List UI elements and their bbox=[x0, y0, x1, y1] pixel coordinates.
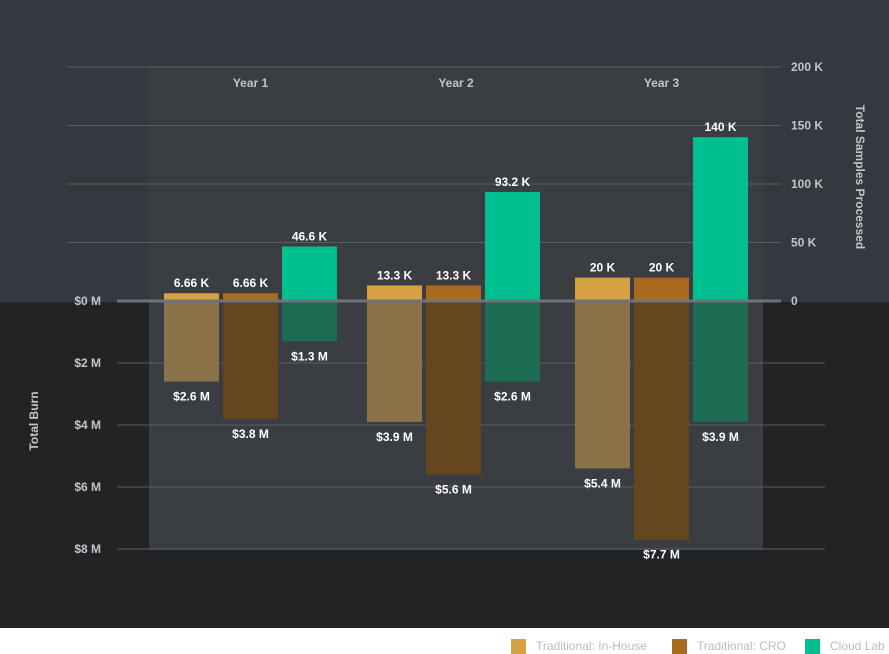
legend-label-cloud-lab: Cloud Lab bbox=[830, 639, 885, 653]
legend: Traditional: In-House Traditional: CRO C… bbox=[0, 628, 889, 654]
data-labels: 6.66 K $2.6 M 13.3 K $3.9 M 20 K $5.4 M 6.66 K… bbox=[173, 120, 739, 562]
bar-burn-cloud-lab-year-3[interactable] bbox=[693, 301, 748, 422]
bar-samples-cro-year-3[interactable] bbox=[634, 277, 689, 301]
legend-label-cro: Traditional: CRO bbox=[697, 639, 786, 653]
bar-burn-cro-year-1[interactable] bbox=[223, 301, 278, 419]
label-burn-cloud-lab-year-3: $3.9 M bbox=[702, 430, 739, 444]
tick-label-samples-2: 100 K bbox=[791, 177, 823, 191]
bar-burn-in-house-year-2[interactable] bbox=[367, 301, 422, 422]
bar-burn-cro-year-3[interactable] bbox=[634, 301, 689, 540]
label-burn-cro-year-2: $5.6 M bbox=[435, 483, 472, 497]
label-samples-cro-year-2: 13.3 K bbox=[436, 268, 472, 282]
bar-samples-cloud-lab-year-2[interactable] bbox=[485, 191, 540, 301]
gridlines bbox=[67, 66, 825, 550]
bar-samples-in-house-year-3[interactable] bbox=[575, 277, 630, 301]
tick-label-samples-4: 200 K bbox=[791, 60, 823, 74]
tick-label-burn-2: $4 M bbox=[74, 418, 101, 432]
bar-samples-cloud-lab-year-3[interactable] bbox=[693, 137, 748, 301]
category-label-year-3: Year 3 bbox=[644, 76, 680, 90]
tick-label-samples-0: 0 bbox=[791, 294, 798, 308]
bar-burn-in-house-year-1[interactable] bbox=[164, 301, 219, 382]
bar-samples-cro-year-1[interactable] bbox=[223, 293, 278, 301]
bar-burn-in-house-year-3[interactable] bbox=[575, 301, 630, 469]
legend-item-cloud-lab[interactable]: Cloud Lab bbox=[805, 638, 885, 654]
bar-samples-cloud-lab-year-1[interactable] bbox=[282, 246, 337, 301]
label-burn-in-house-year-1: $2.6 M bbox=[173, 390, 210, 404]
bar-burn-cloud-lab-year-1[interactable] bbox=[282, 301, 337, 342]
bars bbox=[164, 137, 748, 540]
category-label-year-2: Year 2 bbox=[438, 76, 474, 90]
category-labels: Year 1 Year 2 Year 3 bbox=[233, 76, 680, 90]
bar-burn-cloud-lab-year-2[interactable] bbox=[485, 301, 540, 382]
label-burn-cro-year-3: $7.7 M bbox=[643, 548, 680, 562]
tick-labels: 0 50 K 100 K 150 K 200 K $0 M $2 M $4 M $6 M $8 M bbox=[74, 60, 823, 556]
category-label-year-1: Year 1 bbox=[233, 76, 269, 90]
tick-label-samples-1: 50 K bbox=[791, 236, 817, 250]
y-axis-title-left: Total Burn bbox=[27, 391, 41, 450]
label-burn-cro-year-1: $3.8 M bbox=[232, 427, 269, 441]
label-burn-cloud-lab-year-1: $1.3 M bbox=[291, 349, 328, 363]
tick-label-burn-1: $2 M bbox=[74, 356, 101, 370]
bar-samples-in-house-year-2[interactable] bbox=[367, 285, 422, 301]
label-burn-cloud-lab-year-2: $2.6 M bbox=[494, 390, 531, 404]
legend-item-cro[interactable]: Traditional: CRO bbox=[672, 638, 786, 654]
legend-swatch-cloud-lab bbox=[805, 638, 820, 654]
legend-swatch-cro bbox=[672, 638, 687, 654]
chart-svg: 0 50 K 100 K 150 K 200 K $0 M $2 M $4 M $6 M $8 M… bbox=[0, 0, 889, 628]
bar-samples-in-house-year-1[interactable] bbox=[164, 293, 219, 301]
bar-burn-cro-year-2[interactable] bbox=[426, 301, 481, 475]
label-samples-cloud-lab-year-2: 93.2 K bbox=[495, 175, 531, 189]
tick-label-burn-4: $8 M bbox=[74, 542, 101, 556]
tick-label-samples-3: 150 K bbox=[791, 119, 823, 133]
label-samples-cloud-lab-year-1: 46.6 K bbox=[292, 229, 328, 243]
label-samples-in-house-year-2: 13.3 K bbox=[377, 268, 413, 282]
legend-item-in-house[interactable]: Traditional: In-House bbox=[511, 638, 647, 654]
tick-label-burn-0: $0 M bbox=[74, 294, 101, 308]
label-samples-cro-year-1: 6.66 K bbox=[233, 276, 269, 290]
label-samples-cloud-lab-year-3: 140 K bbox=[704, 120, 736, 134]
legend-label-in-house: Traditional: In-House bbox=[536, 639, 647, 653]
y-axis-title-right: Total Samples Processed bbox=[853, 105, 867, 250]
tick-label-burn-3: $6 M bbox=[74, 480, 101, 494]
legend-swatch-in-house bbox=[511, 638, 526, 654]
label-burn-in-house-year-2: $3.9 M bbox=[376, 430, 413, 444]
bar-samples-cro-year-2[interactable] bbox=[426, 285, 481, 301]
label-burn-in-house-year-3: $5.4 M bbox=[584, 476, 621, 490]
label-samples-in-house-year-1: 6.66 K bbox=[174, 276, 210, 290]
label-samples-cro-year-3: 20 K bbox=[649, 261, 675, 275]
label-samples-in-house-year-3: 20 K bbox=[590, 261, 616, 275]
